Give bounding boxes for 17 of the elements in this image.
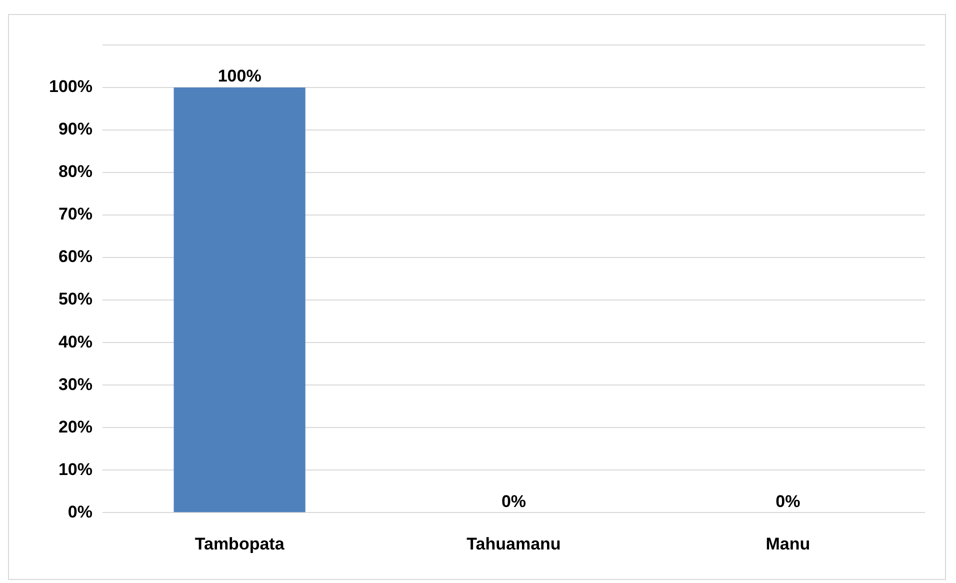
data-label: 0%	[776, 492, 800, 511]
y-tick-label: 80%	[58, 162, 92, 182]
y-tick-label: 40%	[58, 332, 92, 352]
x-tick-label: Tahuamanu	[466, 534, 561, 554]
y-tick-label: 100%	[48, 77, 92, 96]
y-tick-label: 70%	[58, 204, 92, 224]
data-label: 100%	[218, 66, 262, 86]
y-tick-label: 90%	[58, 120, 92, 139]
y-tick-label: 60%	[58, 247, 92, 266]
y-tick-label: 30%	[58, 374, 92, 394]
y-tick-label: 50%	[58, 290, 92, 309]
y-tick-label: 20%	[58, 417, 92, 436]
x-tick-label: Tambopata	[194, 534, 285, 554]
y-tick-label: 10%	[58, 460, 92, 479]
y-tick-label: 0%	[68, 502, 92, 522]
x-tick-label: Manu	[766, 534, 810, 554]
data-label: 0%	[501, 492, 526, 511]
